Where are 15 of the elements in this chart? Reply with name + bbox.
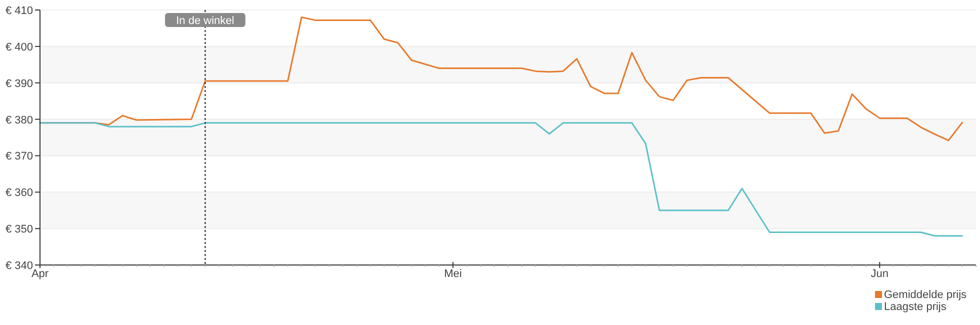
y-tick-label: € 400 <box>5 41 33 54</box>
x-tick-label: Jun <box>870 268 889 280</box>
legend-label: Gemiddelde prijs <box>884 289 968 301</box>
y-tick-label: € 340 <box>5 260 33 272</box>
ref-line-label: In de winkel <box>176 15 234 27</box>
y-tick-label: € 350 <box>5 224 33 236</box>
legend-label: Laagste prijs <box>884 301 947 313</box>
x-tick-label: Mei <box>444 268 462 280</box>
line-series <box>39 122 963 237</box>
y-tick-label: € 380 <box>5 114 33 126</box>
y-tick-label: € 370 <box>5 150 33 163</box>
y-tick-label: € 360 <box>5 187 33 200</box>
y-tick-label: € 390 <box>5 78 33 90</box>
y-tick-label: € 410 <box>5 5 33 17</box>
x-tick-label: Apr <box>31 268 49 280</box>
